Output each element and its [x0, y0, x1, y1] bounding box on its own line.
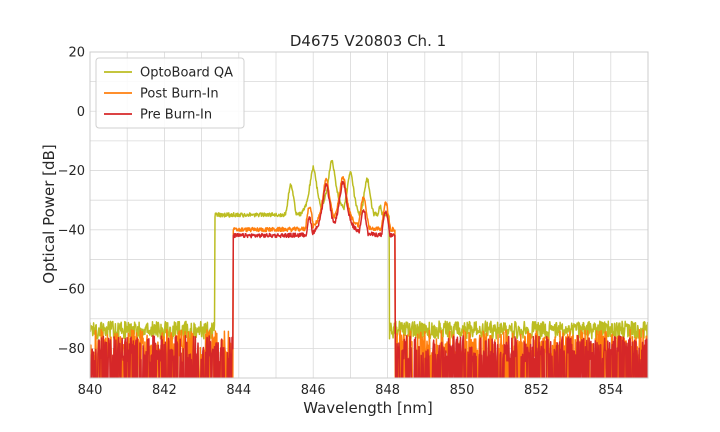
legend: OptoBoard QA Post Burn-In Pre Burn-In [95, 57, 245, 129]
y-axis-label: Optical Power [dB] [40, 144, 58, 283]
chart-title: D4675 V20803 Ch. 1 [290, 32, 446, 50]
series-line-0 [90, 159, 648, 340]
x-tick-label: 848 [375, 383, 400, 398]
x-tick-label: 852 [524, 383, 549, 398]
y-tick-label: −60 [58, 283, 85, 298]
x-tick-label: 854 [598, 383, 623, 398]
y-tick-label: −20 [58, 164, 85, 179]
y-tick-label: −80 [58, 342, 85, 357]
x-tick-label: 844 [226, 383, 251, 398]
legend-label: OptoBoard QA [140, 66, 233, 81]
legend-label: Post Burn-In [140, 87, 219, 102]
x-tick-label: 840 [78, 383, 103, 398]
plot-frame [89, 51, 649, 379]
y-tick-label: −40 [58, 223, 85, 238]
x-axis-label: Wavelength [nm] [303, 399, 433, 417]
x-tick-label: 842 [152, 383, 177, 398]
legend-label: Pre Burn-In [140, 108, 212, 123]
legend-box [95, 57, 245, 129]
series-line-2 [90, 180, 648, 378]
y-tick-label: 20 [68, 46, 85, 61]
series-layer [90, 159, 648, 378]
tick-labels: 840 842 844 846 848 850 852 854 20 0 −20 −40 −60 −80 [58, 46, 624, 399]
y-tick-label: 0 [77, 105, 85, 120]
x-tick-label: 846 [301, 383, 326, 398]
x-tick-label: 850 [450, 383, 475, 398]
